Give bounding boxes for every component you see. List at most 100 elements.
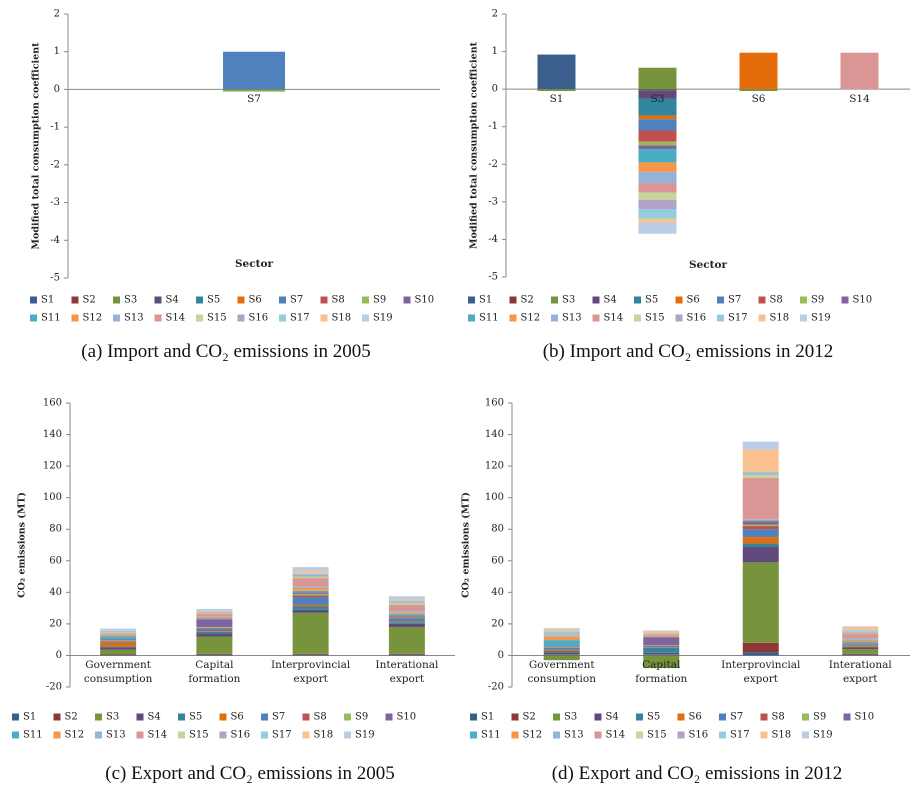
bar-segment (196, 636, 233, 654)
bar-segment (388, 622, 425, 624)
legend-label: S5 (189, 712, 202, 723)
legend-swatch (843, 713, 851, 721)
y-tick-label: -1 (488, 121, 498, 132)
bar-segment (196, 653, 233, 655)
legend-label: S14 (604, 313, 624, 324)
bar-segment (100, 633, 137, 634)
bar-segment (388, 602, 425, 604)
legend-swatch (95, 713, 102, 721)
y-tick-label: 2 (492, 9, 498, 20)
bar-segment (196, 612, 233, 614)
y-tick-label: 160 (43, 398, 62, 409)
bar-segment (842, 627, 879, 631)
bar-segment (100, 641, 137, 642)
legend-label: S6 (687, 295, 700, 306)
bar-segment (742, 441, 779, 450)
bar-segment (292, 597, 329, 605)
y-axis-title: Modified total consumption coefficient (469, 41, 480, 249)
bar-segment (196, 627, 233, 628)
y-tick-label: 160 (485, 398, 504, 409)
bar-segment (742, 471, 779, 474)
legend-label: S7 (290, 295, 303, 306)
y-tick-label: 120 (485, 461, 504, 472)
bar-segment (388, 618, 425, 622)
bar-segment (742, 518, 779, 520)
y-tick-label: 100 (485, 492, 504, 503)
legend-label: S1 (481, 712, 494, 723)
bar-segment (643, 654, 680, 656)
legend-label: S4 (148, 712, 161, 723)
legend-swatch (237, 296, 245, 304)
legend-label: S5 (647, 712, 660, 723)
bar-segment (196, 611, 233, 613)
bar-segment (739, 52, 778, 90)
y-tick-label: 40 (491, 587, 504, 598)
bar-segment (196, 631, 233, 634)
legend-label: S19 (355, 730, 375, 741)
bar-segment (742, 449, 779, 472)
y-tick-label: 1 (492, 46, 498, 57)
bar-segment (292, 574, 329, 577)
legend-swatch (717, 296, 724, 304)
legend-label: S18 (314, 730, 334, 741)
bar-segment (292, 604, 329, 607)
legend-swatch (802, 713, 809, 721)
bar-segment (638, 199, 677, 210)
bar-segment (842, 639, 879, 642)
y-tick-label: 80 (491, 524, 504, 535)
x-tick-label: Government consumption (527, 659, 596, 686)
bar-segment (543, 635, 580, 637)
y-tick-label: 20 (491, 618, 504, 629)
y-tick-label: -4 (50, 235, 60, 246)
legend-label: S4 (166, 295, 179, 306)
legend-swatch (511, 731, 519, 739)
x-tick-label: S1 (549, 93, 564, 106)
legend-label: S14 (166, 313, 186, 324)
bar-segment (543, 636, 580, 641)
bar-segment (638, 218, 677, 223)
legend-label: S15 (189, 730, 209, 741)
bar-segment (388, 617, 425, 619)
legend-swatch (71, 296, 79, 304)
bar-segment (388, 611, 425, 613)
legend-swatch (196, 314, 203, 322)
bar-segment (223, 89, 285, 91)
legend-swatch (468, 314, 475, 322)
y-axis-title: CO₂ emissions (MT) (461, 492, 472, 598)
bar-segment (742, 652, 779, 656)
bar-segment (292, 612, 329, 654)
bar-segment (842, 631, 879, 633)
legend-label: S14 (148, 730, 168, 741)
legend-label: S13 (564, 730, 584, 741)
bar-segment (537, 54, 576, 90)
y-tick-label: 0 (54, 84, 60, 95)
legend-swatch (154, 296, 162, 304)
y-tick-label: 120 (43, 461, 62, 472)
legend-swatch (470, 731, 477, 739)
bar-segment (100, 633, 137, 635)
legend-label: S17 (730, 730, 750, 741)
legend-swatch (841, 296, 849, 304)
x-tick-label: Capital formation (635, 659, 688, 686)
bar-segment (543, 640, 580, 647)
x-tick-label: S3 (650, 93, 665, 106)
bar-segment (638, 209, 677, 219)
legend-label: S3 (106, 712, 119, 723)
bar-segment (543, 628, 580, 632)
y-tick-label: -2 (488, 159, 498, 170)
bar-segment (100, 628, 137, 631)
bar-segment (196, 628, 233, 631)
x-tick-label: Government consumption (83, 659, 153, 686)
bar-segment (842, 644, 879, 646)
legend-swatch (178, 731, 185, 739)
bar-segment (643, 652, 680, 655)
y-tick-label: -5 (50, 273, 60, 284)
legend-swatch (758, 314, 766, 322)
bar-segment (196, 633, 233, 637)
bar-segment (842, 653, 879, 655)
y-tick-label: 100 (43, 492, 62, 503)
bar-segment (388, 616, 425, 617)
bar-segment (100, 647, 137, 650)
bar-segment (388, 627, 425, 654)
